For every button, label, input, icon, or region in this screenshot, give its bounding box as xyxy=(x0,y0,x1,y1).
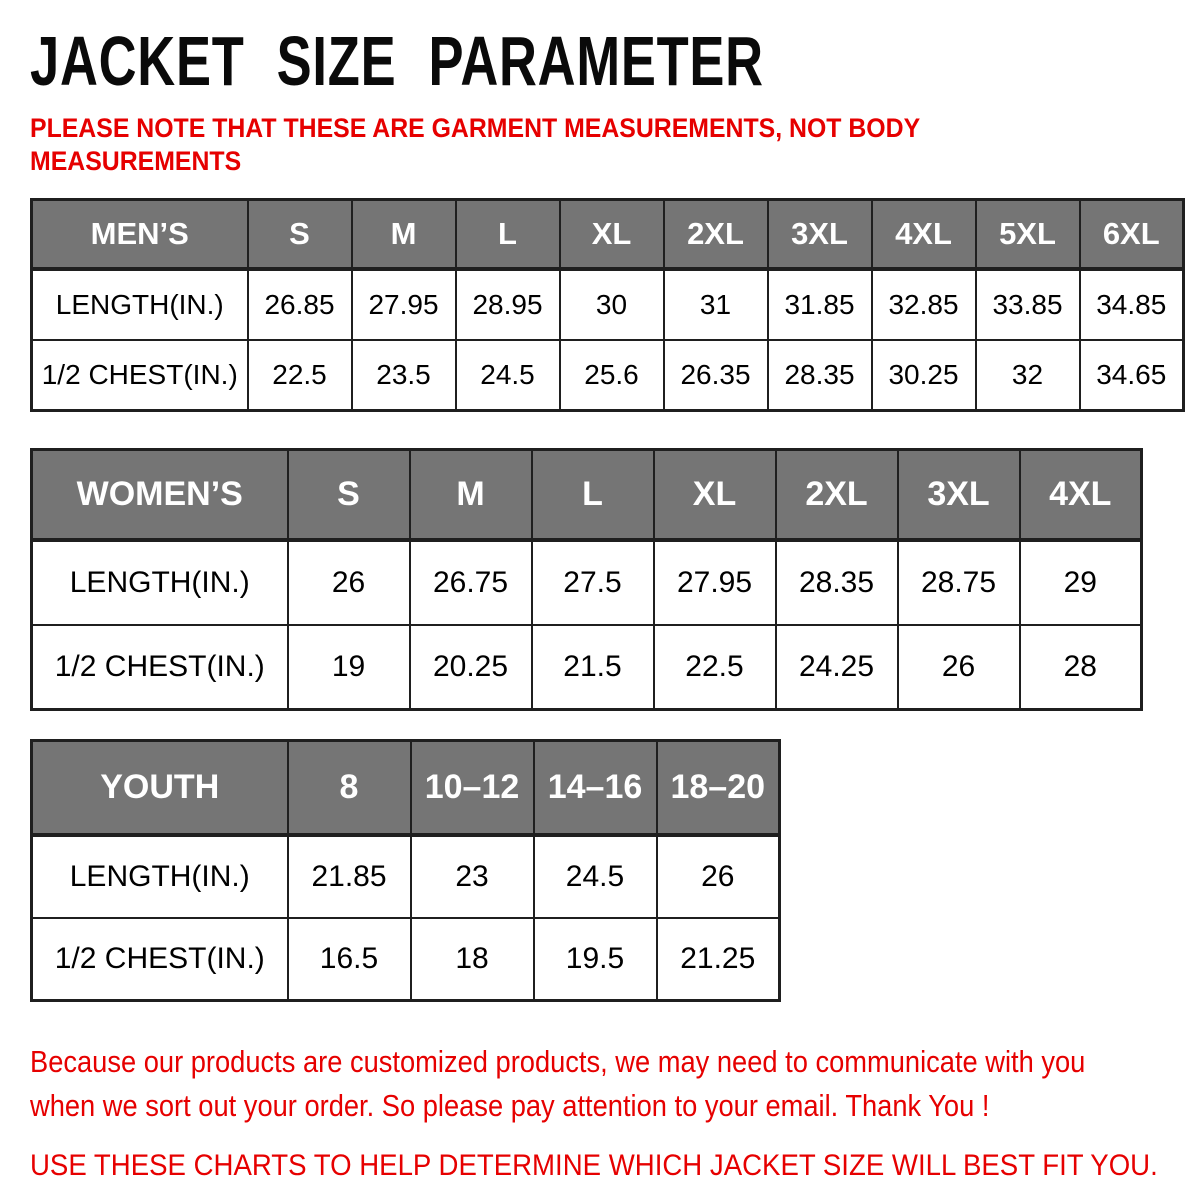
size-value: 32.85 xyxy=(870,268,977,341)
size-value: 26.35 xyxy=(662,339,769,412)
size-value: 23 xyxy=(409,834,535,919)
fit-advice: USE THESE CHARTS TO HELP DETERMINE WHICH… xyxy=(30,1148,1170,1184)
size-value: 21.25 xyxy=(655,917,781,1002)
size-column-header: 14–16 xyxy=(532,739,658,837)
size-value: 33.85 xyxy=(974,268,1081,341)
size-value: 19.5 xyxy=(532,917,658,1002)
garment-note-line1: PLEASE NOTE THAT THESE ARE GARMENT MEASU… xyxy=(30,113,921,143)
size-column-header: S xyxy=(286,448,411,542)
table-row: LENGTH(IN.) 21.85 23 24.5 26 xyxy=(30,834,781,919)
womens-size-table: WOMEN’S S M L XL 2XL 3XL 4XL LENGTH(IN.)… xyxy=(30,448,1143,711)
size-column-header: 4XL xyxy=(1018,448,1143,542)
size-value: 32 xyxy=(974,339,1081,412)
size-value: 28.35 xyxy=(766,339,873,412)
size-column-header: XL xyxy=(652,448,777,542)
size-column-header: 3XL xyxy=(896,448,1021,542)
womens-header-row: WOMEN’S S M L XL 2XL 3XL 4XL xyxy=(30,448,1143,542)
size-column-header: M xyxy=(408,448,533,542)
table-row: 1/2 CHEST(IN.) 19 20.25 21.5 22.5 24.25 … xyxy=(30,624,1143,711)
size-value: 21.85 xyxy=(286,834,412,919)
size-value: 27.5 xyxy=(530,539,655,626)
table-row: 1/2 CHEST(IN.) 22.5 23.5 24.5 25.6 26.35… xyxy=(30,339,1185,412)
size-value: 26.75 xyxy=(408,539,533,626)
garment-note: PLEASE NOTE THAT THESE ARE GARMENT MEASU… xyxy=(30,112,1170,178)
size-value: 20.25 xyxy=(408,624,533,711)
size-value: 29 xyxy=(1018,539,1143,626)
customization-notice-line1: Because our products are customized prod… xyxy=(30,1044,1086,1079)
size-value: 22.5 xyxy=(652,624,777,711)
size-column-header: L xyxy=(530,448,655,542)
size-value: 26 xyxy=(286,539,411,626)
size-column-header: M xyxy=(350,198,457,271)
size-value: 26 xyxy=(896,624,1021,711)
size-column-header: 6XL xyxy=(1078,198,1185,271)
row-label: 1/2 CHEST(IN.) xyxy=(30,917,289,1002)
youth-table-label: YOUTH xyxy=(30,739,289,837)
size-value: 27.95 xyxy=(350,268,457,341)
table-row: 1/2 CHEST(IN.) 16.5 18 19.5 21.25 xyxy=(30,917,781,1002)
size-value: 26 xyxy=(655,834,781,919)
size-value: 18 xyxy=(409,917,535,1002)
size-value: 34.85 xyxy=(1078,268,1185,341)
size-value: 22.5 xyxy=(246,339,353,412)
size-column-header: S xyxy=(246,198,353,271)
size-value: 21.5 xyxy=(530,624,655,711)
fit-advice-line: USE THESE CHARTS TO HELP DETERMINE WHICH… xyxy=(30,1149,1158,1182)
mens-size-table: MEN’S S M L XL 2XL 3XL 4XL 5XL 6XL LENGT… xyxy=(30,198,1185,412)
womens-table-label: WOMEN’S xyxy=(30,448,289,542)
table-row: LENGTH(IN.) 26 26.75 27.5 27.95 28.35 28… xyxy=(30,539,1143,626)
size-column-header: 2XL xyxy=(662,198,769,271)
size-value: 34.65 xyxy=(1078,339,1185,412)
size-value: 26.85 xyxy=(246,268,353,341)
size-value: 25.6 xyxy=(558,339,665,412)
size-column-header: L xyxy=(454,198,561,271)
size-value: 30.25 xyxy=(870,339,977,412)
size-value: 19 xyxy=(286,624,411,711)
size-value: 28.95 xyxy=(454,268,561,341)
page-title: JACKET SIZE PARAMETER xyxy=(30,22,764,100)
size-column-header: 2XL xyxy=(774,448,899,542)
garment-note-line2: MEASUREMENTS xyxy=(30,146,242,176)
size-column-header: 18–20 xyxy=(655,739,781,837)
size-column-header: 5XL xyxy=(974,198,1081,271)
size-value: 28 xyxy=(1018,624,1143,711)
size-value: 28.35 xyxy=(774,539,899,626)
table-row: LENGTH(IN.) 26.85 27.95 28.95 30 31 31.8… xyxy=(30,268,1185,341)
size-value: 16.5 xyxy=(286,917,412,1002)
size-column-header: 4XL xyxy=(870,198,977,271)
row-label: LENGTH(IN.) xyxy=(30,268,249,341)
size-value: 24.5 xyxy=(532,834,658,919)
customization-notice-line2: when we sort out your order. So please p… xyxy=(30,1088,990,1123)
row-label: 1/2 CHEST(IN.) xyxy=(30,624,289,711)
youth-header-row: YOUTH 8 10–12 14–16 18–20 xyxy=(30,739,781,837)
size-value: 30 xyxy=(558,268,665,341)
row-label: 1/2 CHEST(IN.) xyxy=(30,339,249,412)
youth-size-table: YOUTH 8 10–12 14–16 18–20 LENGTH(IN.) 21… xyxy=(30,739,781,1002)
size-column-header: 10–12 xyxy=(409,739,535,837)
mens-header-row: MEN’S S M L XL 2XL 3XL 4XL 5XL 6XL xyxy=(30,198,1185,271)
size-value: 24.5 xyxy=(454,339,561,412)
size-value: 27.95 xyxy=(652,539,777,626)
row-label: LENGTH(IN.) xyxy=(30,834,289,919)
size-value: 28.75 xyxy=(896,539,1021,626)
size-value: 24.25 xyxy=(774,624,899,711)
size-column-header: XL xyxy=(558,198,665,271)
customization-notice: Because our products are customized prod… xyxy=(30,1040,1170,1128)
size-column-header: 8 xyxy=(286,739,412,837)
mens-table-label: MEN’S xyxy=(30,198,249,271)
size-value: 31.85 xyxy=(766,268,873,341)
size-column-header: 3XL xyxy=(766,198,873,271)
size-value: 31 xyxy=(662,268,769,341)
size-value: 23.5 xyxy=(350,339,457,412)
row-label: LENGTH(IN.) xyxy=(30,539,289,626)
